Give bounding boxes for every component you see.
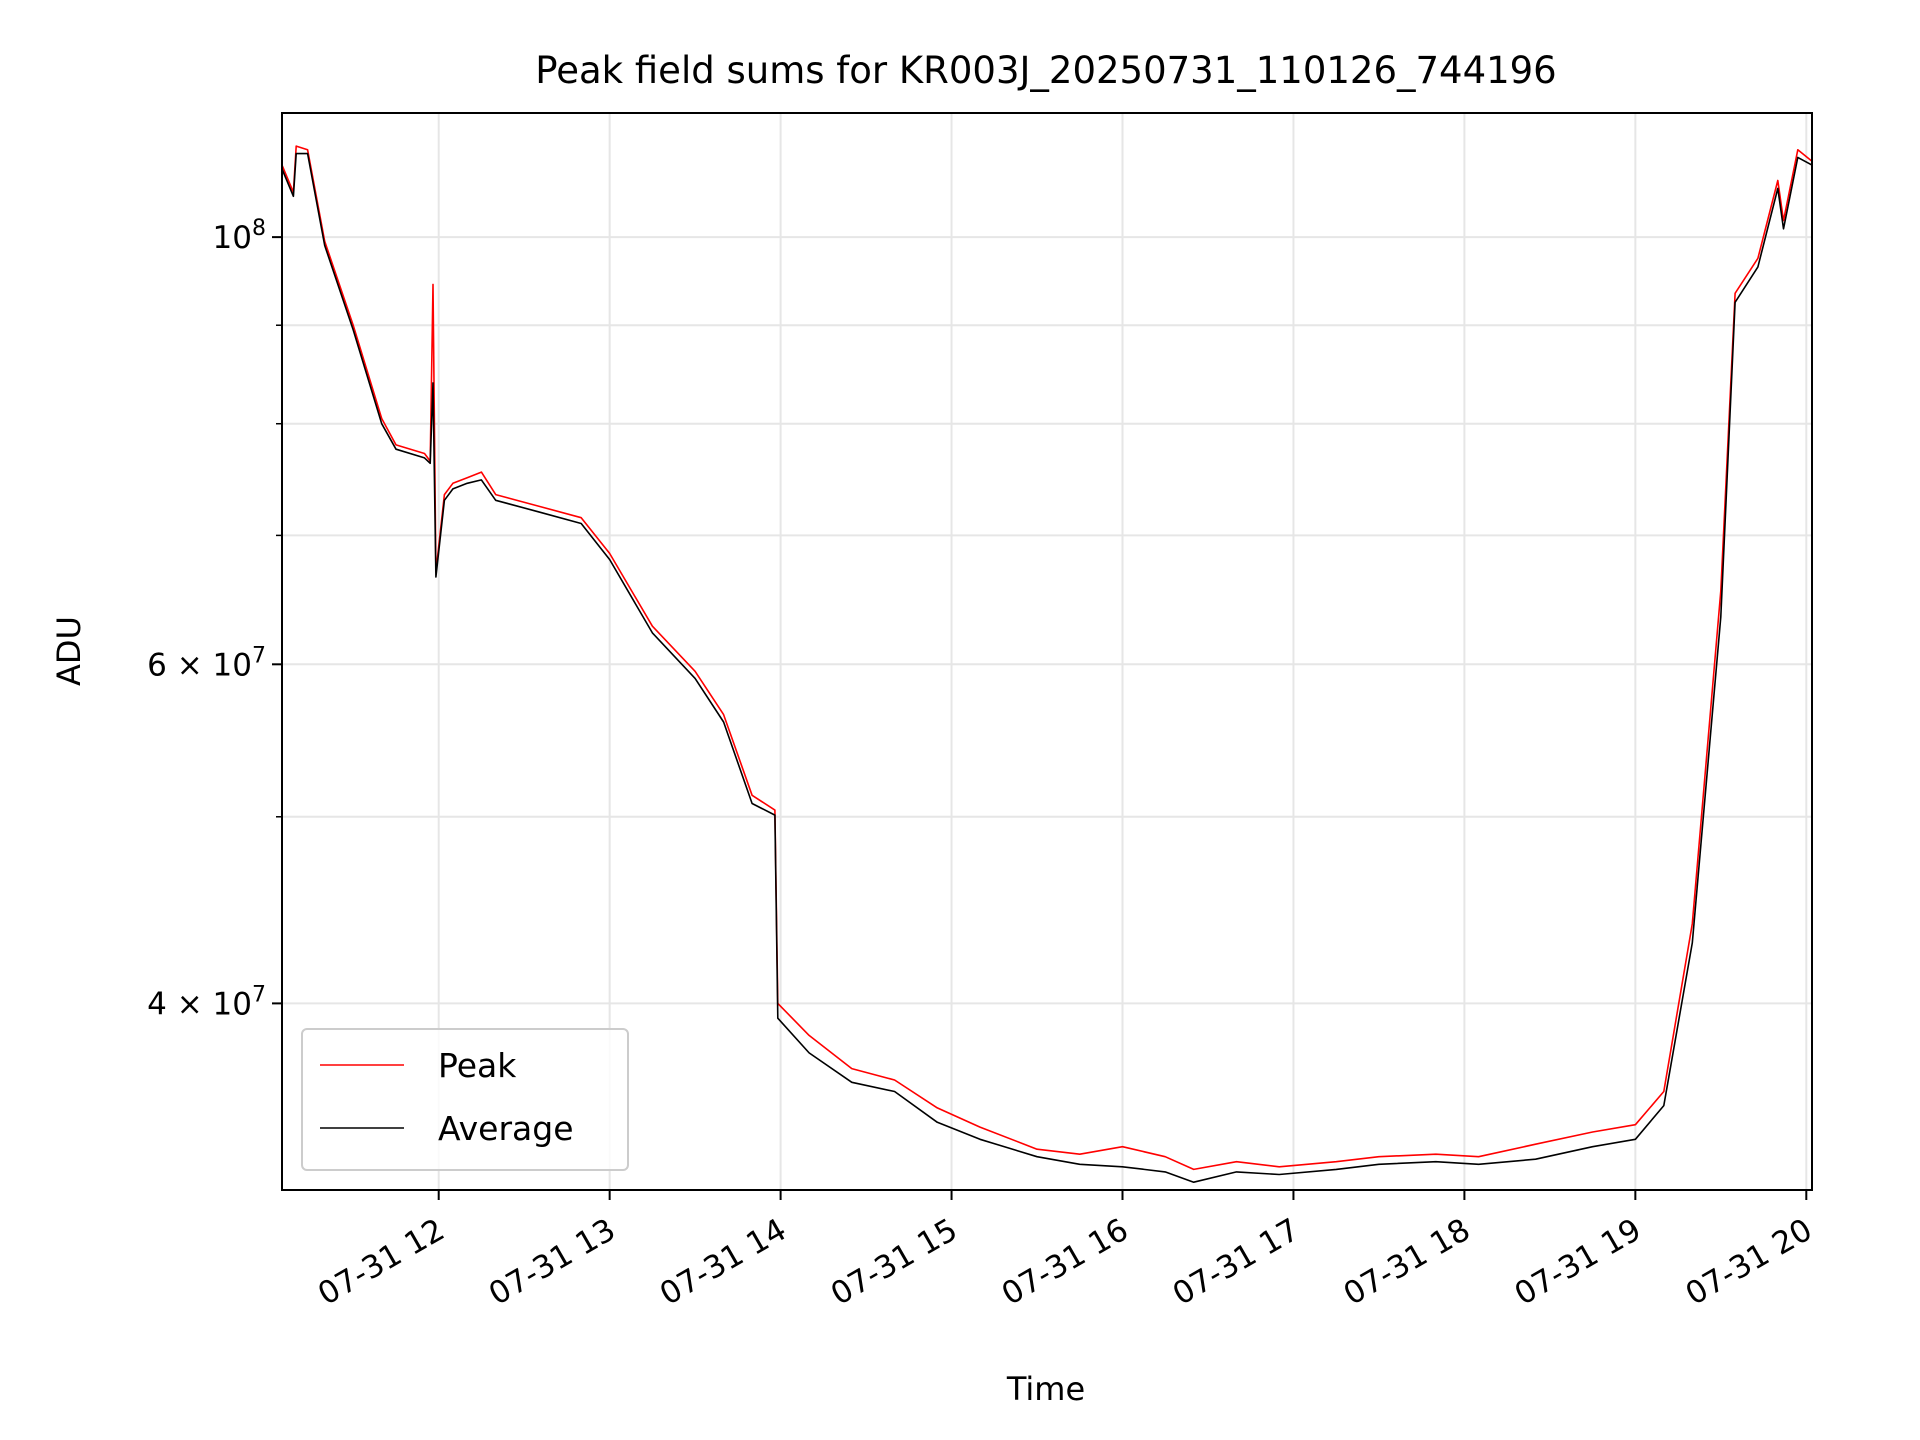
plot-frame (281, 112, 1813, 1191)
series-line-average (281, 152, 1813, 1183)
grid-lines (282, 113, 1812, 1190)
y-axis-label: ADU (50, 616, 88, 686)
series-line-peak (281, 145, 1813, 1171)
x-axis-label: Time (1006, 1370, 1085, 1408)
y-tick-label: 108 (213, 216, 266, 256)
y-tick-label: 4 × 107 (147, 982, 266, 1022)
legend-peak-label: Peak (438, 1046, 517, 1085)
legend: Peak Average (301, 1028, 629, 1171)
plot-series (281, 145, 1813, 1183)
chart-title: Peak field sums for KR003J_20250731_1101… (535, 49, 1556, 92)
y-tick-label: 6 × 107 (147, 643, 266, 683)
legend-average-label: Average (438, 1109, 574, 1148)
